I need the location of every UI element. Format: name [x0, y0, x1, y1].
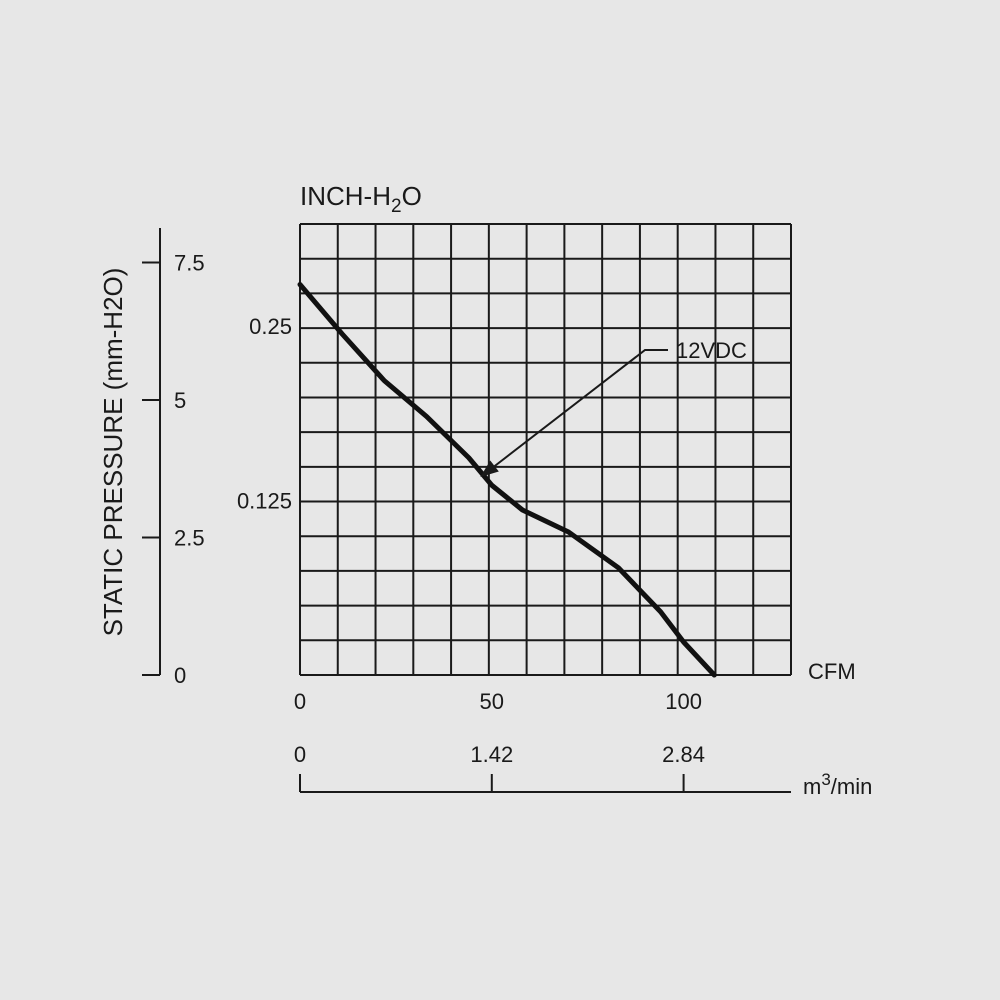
y2-tick-label: 0.125	[237, 488, 292, 513]
y-tick-label: 0	[174, 663, 186, 688]
series-annotation-label: 12VDC	[676, 338, 747, 363]
y-tick-label: 5	[174, 388, 186, 413]
y2-axis-label-rest: O	[402, 181, 422, 211]
series-line	[297, 282, 717, 678]
y2-axis-label-base: INCH-H	[300, 181, 391, 211]
y2-axis-label: INCH-H2O	[300, 181, 422, 217]
grid	[299, 223, 792, 676]
y2-tick-label: 0.25	[249, 314, 292, 339]
x2-tick-label: 0	[294, 742, 306, 767]
labels: STATIC PRESSURE (mm-H2O) INCH-H2O CFM m3…	[98, 181, 872, 799]
x2-axis-label-rest: /min	[831, 774, 873, 799]
x-tick-label: 100	[665, 689, 702, 714]
y-tick-label: 7.5	[174, 251, 205, 276]
x-tick-label: 0	[294, 689, 306, 714]
x2-axis-label-base: m	[803, 774, 821, 799]
x2-axis-label: m3/min	[803, 770, 872, 799]
annotation-leader-line	[487, 349, 668, 472]
y-tick-label: 2.5	[174, 526, 205, 551]
x2-tick-label: 2.84	[662, 742, 705, 767]
annotation-arrowhead	[480, 460, 499, 477]
y2-axis-label-sub: 2	[391, 196, 402, 217]
x-axis-label: CFM	[808, 659, 856, 684]
axes	[142, 228, 791, 793]
x2-tick-label: 1.42	[470, 742, 513, 767]
x2-axis-label-sup: 3	[821, 770, 830, 789]
x-tick-label: 50	[480, 689, 504, 714]
y-axis-label: STATIC PRESSURE (mm-H2O)	[98, 268, 128, 637]
series-curves	[297, 282, 717, 678]
